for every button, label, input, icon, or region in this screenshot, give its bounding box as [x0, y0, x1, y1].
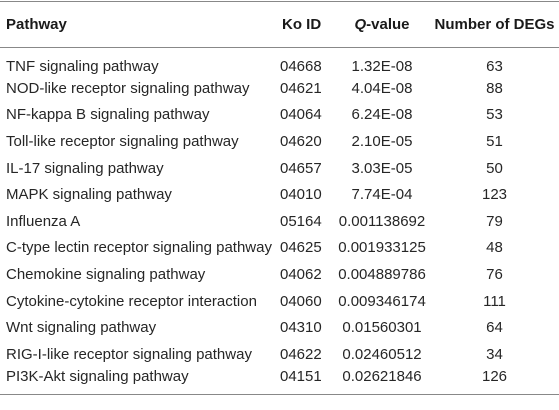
degs-count-cell: 79 [486, 212, 503, 230]
pathway-cell: MAPK signaling pathway [6, 186, 172, 204]
ko-id-cell: 04062 [280, 265, 322, 283]
q-value-cell: 0.02460512 [342, 345, 422, 363]
table-row: Influenza A 05164 0.001138692 79 [0, 208, 559, 235]
ko-id-cell: 04620 [280, 132, 322, 150]
pathway-enrichment-table: Pathway Ko ID Q-value Number of DEGs TNF… [0, 1, 559, 395]
table-row: C-type lectin receptor signaling pathway… [0, 235, 559, 262]
q-value-cell: 0.01560301 [342, 319, 422, 337]
q-value-cell: 1.32E-08 [351, 58, 413, 75]
q-value-cell: 3.03E-05 [351, 159, 413, 177]
table-row: Toll-like receptor signaling pathway 0462… [0, 128, 559, 155]
table-row: MAPK signaling pathway 04010 7.74E-04 123 [0, 181, 559, 208]
pathway-cell: Toll-like receptor signaling pathway [6, 132, 239, 150]
pathway-cell: NOD-like receptor signaling pathway [6, 79, 250, 97]
degs-count-cell: 111 [483, 292, 506, 310]
ko-id-cell: 04668 [280, 58, 322, 75]
ko-id-cell: 04657 [280, 159, 322, 177]
ko-id-cell: 04622 [280, 345, 322, 363]
table-row: NOD-like receptor signaling pathway 04621… [0, 75, 559, 102]
pathway-cell: PI3K-Akt signaling pathway [0, 367, 278, 395]
pathway-cell: NF-kappa B signaling pathway [6, 106, 210, 124]
q-value-cell: 0.001933125 [338, 239, 426, 257]
pathway-cell: Influenza A [6, 212, 81, 230]
ko-id-cell: 04625 [280, 239, 322, 257]
table-header: Pathway Ko ID Q-value Number of DEGs [0, 1, 559, 48]
q-value-cell: 0.004889786 [338, 265, 426, 283]
table-body: TNF signaling pathway 04668 1.32E-08 63 NOD-… [0, 48, 559, 395]
ko-id-cell: 04064 [280, 106, 322, 124]
degs-count-cell: 88 [486, 79, 503, 97]
degs-count-cell: 50 [486, 159, 503, 177]
table-row: NF-kappa B signaling pathway 04064 6.24E-0… [0, 102, 559, 129]
table-row: Cytokine-cytokine receptor interaction 04… [0, 288, 559, 315]
degs-count-cell: 48 [486, 239, 503, 257]
pathway-cell: RIG-I-like receptor signaling pathway [6, 345, 252, 363]
degs-count-cell: 34 [486, 345, 503, 363]
ko-id-cell: 04151 [278, 367, 334, 395]
ko-id-cell: 04310 [280, 319, 322, 337]
table-row: RIG-I-like receptor signaling pathway 046… [0, 341, 559, 368]
degs-count-cell: 76 [486, 265, 503, 283]
table-row: Chemokine signaling pathway 04062 0.004889… [0, 261, 559, 288]
table-row: IL-17 signaling pathway 04657 3.03E-05 50 [0, 155, 559, 182]
ko-id-cell: 04060 [280, 292, 322, 310]
degs-count-cell: 63 [486, 58, 503, 75]
pathway-cell: C-type lectin receptor signaling pathway [6, 239, 272, 257]
table-row: PI3K-Akt signaling pathway 04151 0.0262184… [0, 367, 559, 395]
degs-count-cell: 53 [486, 106, 503, 124]
ko-id-cell: 04621 [280, 79, 322, 97]
degs-count-cell: 126 [430, 367, 559, 395]
header-ko-id: Ko ID [278, 1, 334, 48]
q-value-cell: 0.009346174 [338, 292, 426, 310]
ko-id-cell: 04010 [280, 186, 322, 204]
ko-id-cell: 05164 [280, 212, 322, 230]
pathway-cell: IL-17 signaling pathway [6, 159, 164, 177]
q-value-cell: 6.24E-08 [351, 106, 413, 124]
pathway-cell: Cytokine-cytokine receptor interaction [6, 292, 257, 310]
degs-count-cell: 51 [486, 132, 503, 150]
q-value-cell: 0.001138692 [338, 212, 426, 230]
degs-count-cell: 64 [486, 319, 503, 337]
table-row: Wnt signaling pathway 04310 0.01560301 64 [0, 314, 559, 341]
q-value-cell: 2.10E-05 [351, 132, 413, 150]
pathway-cell: Chemokine signaling pathway [6, 265, 206, 283]
header-q-suffix: -value [366, 16, 410, 33]
pathway-cell: Wnt signaling pathway [6, 319, 157, 337]
q-value-cell: 0.02621846 [334, 367, 430, 395]
header-number-of-degs: Number of DEGs [430, 1, 559, 48]
header-q-letter: Q [354, 16, 367, 33]
header-row: Pathway Ko ID Q-value Number of DEGs [0, 1, 559, 48]
header-q-value: Q-value [334, 1, 430, 48]
header-pathway: Pathway [0, 1, 278, 48]
q-value-cell: 4.04E-08 [351, 79, 413, 97]
degs-count-cell: 123 [481, 186, 508, 204]
pathway-cell: TNF signaling pathway [6, 58, 159, 75]
table-row: TNF signaling pathway 04668 1.32E-08 63 [0, 48, 559, 75]
q-value-cell: 7.74E-04 [351, 186, 413, 204]
